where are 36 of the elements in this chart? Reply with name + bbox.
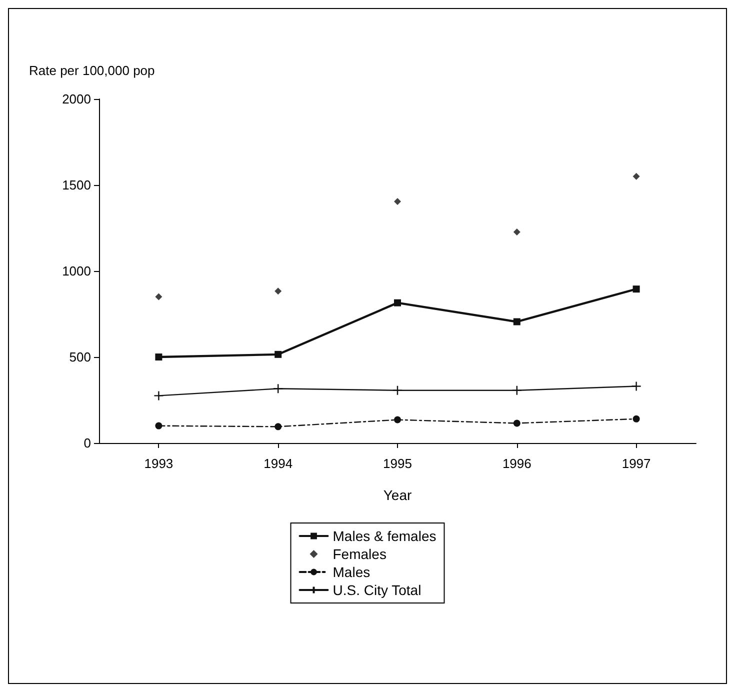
- point: [394, 198, 401, 206]
- x-tick-label: 1997: [622, 456, 651, 471]
- point: [632, 286, 640, 293]
- point: [392, 385, 403, 396]
- legend-label: Males & females: [332, 528, 436, 544]
- x-axis-title: Year: [383, 487, 412, 503]
- point: [513, 420, 520, 427]
- x-tick-label: 1994: [264, 456, 293, 471]
- point: [394, 299, 401, 306]
- point: [513, 318, 520, 326]
- legend-label: U.S. City Total: [332, 582, 422, 598]
- point: [274, 288, 282, 295]
- point: [632, 415, 640, 422]
- y-tick-label: 0: [84, 436, 91, 450]
- point: [512, 385, 522, 396]
- x-tick-label: 1995: [383, 456, 412, 471]
- legend-label: Males: [332, 564, 370, 580]
- point: [274, 423, 282, 430]
- point: [273, 384, 284, 394]
- point: [155, 354, 162, 360]
- y-tick-label: 1500: [62, 178, 91, 192]
- point: [513, 228, 520, 236]
- y-tick-label: 1000: [62, 264, 91, 278]
- y-axis-title: Rate per 100,000 pop: [29, 63, 155, 78]
- x-tick-label: 1993: [144, 456, 174, 471]
- point: [274, 350, 282, 358]
- point: [632, 172, 640, 180]
- legend-label: Females: [332, 546, 386, 562]
- point: [155, 422, 162, 430]
- y-tick-label: 2000: [62, 92, 91, 106]
- point: [631, 381, 642, 392]
- y-tick-label: 500: [69, 350, 91, 364]
- point: [394, 416, 401, 424]
- x-tick-label: 1996: [502, 456, 532, 471]
- point: [154, 390, 164, 401]
- point: [155, 293, 162, 300]
